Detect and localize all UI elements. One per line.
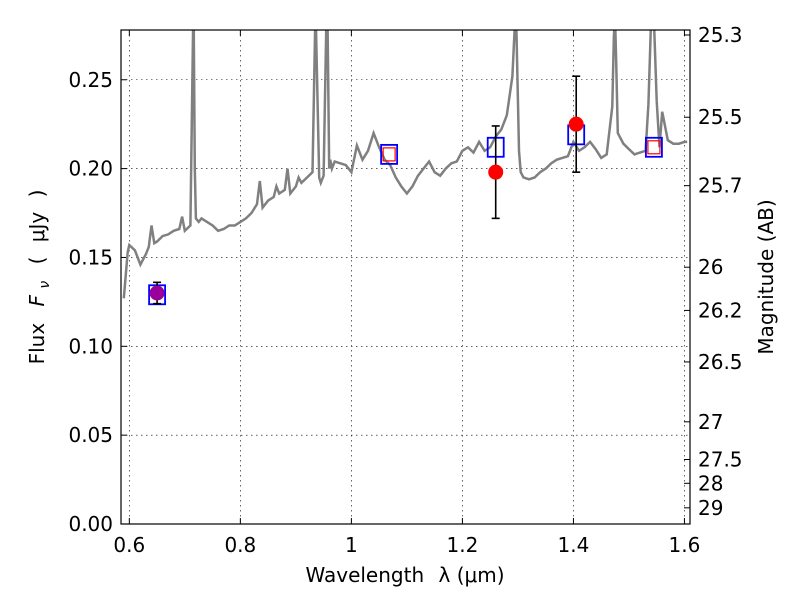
y-axis-title-open-paren: (: [25, 257, 49, 265]
observed-point: [149, 285, 165, 301]
y-tick-label: 0.20: [68, 157, 113, 181]
observed-point: [488, 164, 504, 180]
x-axis-title-math: λ (μm): [439, 563, 505, 587]
x-tick-label: 1: [345, 533, 358, 557]
y-axis-title-subscript: ν: [37, 281, 53, 289]
spectrum-line: [122, 30, 688, 299]
right-axis-title: Magnitude (AB): [754, 199, 778, 354]
right-tick-label: 25.7: [698, 174, 743, 198]
x-tick-label: 1.4: [558, 533, 590, 557]
x-axis-ticks: 0.6 0.8 1 1.2 1.4 1.6: [113, 30, 700, 557]
x-tick-label: 0.6: [113, 533, 145, 557]
right-tick-label: 25.5: [698, 105, 743, 129]
y-axis-title-text: Flux: [25, 323, 49, 365]
y-axis-title-symbol: F: [25, 294, 49, 306]
x-axis-title-text: Wavelength: [305, 563, 424, 587]
model-point-inner-square: [647, 140, 661, 155]
y-axis-title: Flux F ν ( μJy ): [25, 190, 54, 365]
y-tick-label: 0.15: [68, 245, 113, 269]
plot-area: [122, 30, 688, 306]
x-tick-label: 1.2: [446, 533, 478, 557]
y-axis-title-close-paren: ): [25, 190, 49, 198]
x-tick-label: 0.8: [224, 533, 256, 557]
right-tick-label: 29: [698, 496, 723, 520]
y-tick-label: 0.10: [68, 334, 113, 358]
y-tick-label: 0.25: [68, 68, 113, 92]
y-axis-ticks: 0.00 0.05 0.10 0.15 0.20 0.25: [68, 68, 127, 536]
x-tick-label: 1.6: [669, 533, 701, 557]
right-tick-label: 26.2: [698, 298, 743, 322]
right-tick-label: 27.5: [698, 447, 743, 471]
right-tick-label: 27: [698, 410, 723, 434]
photometry-markers: [148, 75, 663, 306]
plot-frame: [120, 29, 691, 525]
right-tick-label: 25.3: [698, 23, 743, 47]
right-tick-label: 28: [698, 471, 723, 495]
x-axis-title: Wavelength λ (μm): [305, 563, 504, 587]
observed-point: [568, 116, 584, 132]
model-point-square: [645, 136, 663, 158]
y-tick-label: 0.00: [68, 512, 113, 536]
model-point-square: [380, 143, 399, 165]
right-tick-label: 26.5: [698, 350, 743, 374]
y-axis-title-unit: μJy: [25, 212, 49, 243]
model-point-inner-square: [382, 147, 396, 162]
right-tick-label: 26: [698, 255, 723, 279]
y-tick-label: 0.05: [68, 423, 113, 447]
plot-background: [121, 30, 690, 524]
